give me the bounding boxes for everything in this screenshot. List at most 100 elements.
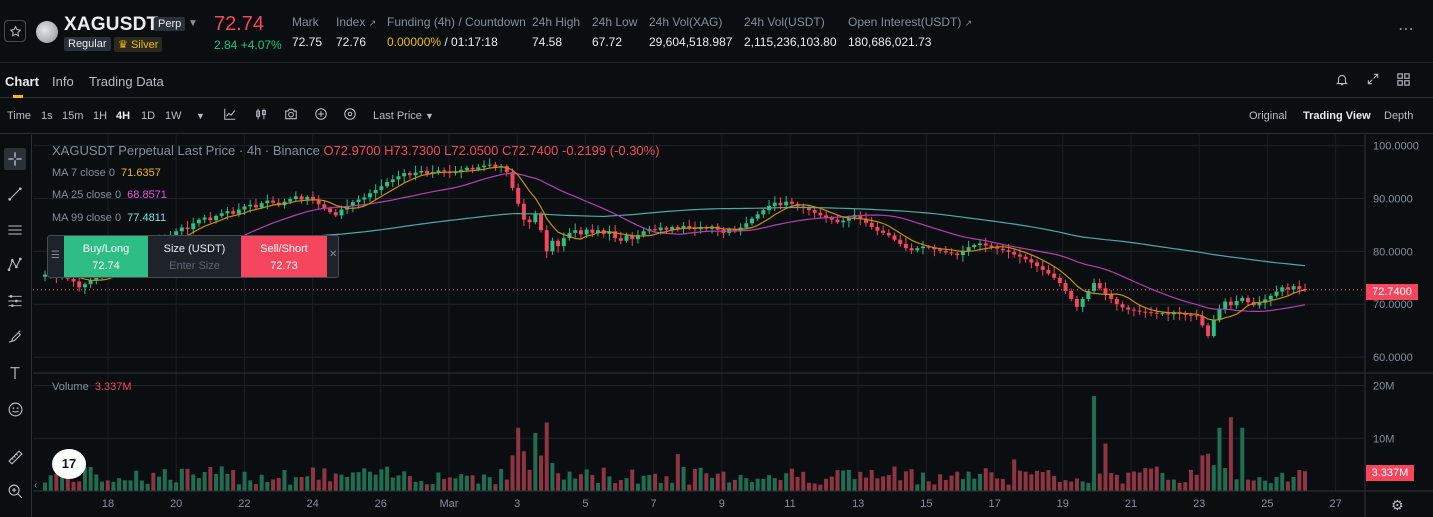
drag-handle-icon[interactable]: ☰ bbox=[51, 250, 60, 261]
trendline-icon[interactable] bbox=[4, 183, 26, 205]
sell-short-button[interactable]: Sell/Short 72.73 bbox=[241, 236, 327, 277]
interval-1s[interactable]: 1s bbox=[41, 110, 53, 122]
candle bbox=[1023, 256, 1028, 260]
ma99-legend[interactable]: MA 99 close 0 77.4811 bbox=[52, 212, 167, 224]
candle bbox=[1092, 283, 1097, 292]
volume-bar bbox=[556, 473, 561, 491]
candle bbox=[744, 223, 749, 228]
candle bbox=[653, 229, 658, 231]
view-original[interactable]: Original bbox=[1249, 110, 1287, 122]
stat-open-interest[interactable]: Open Interest(USDT) ↗ 180,686,021.73 bbox=[848, 15, 972, 49]
volume-bar bbox=[1280, 472, 1285, 491]
brush-icon[interactable] bbox=[4, 325, 26, 347]
volume-bar bbox=[978, 473, 983, 491]
price-type-select[interactable]: Last Price ▼ bbox=[373, 110, 434, 122]
tab-info[interactable]: Info bbox=[52, 74, 74, 89]
candle bbox=[373, 190, 378, 194]
chart-settings-gear-icon[interactable]: ⚙ bbox=[1391, 497, 1404, 513]
camera-icon[interactable] bbox=[284, 107, 298, 121]
volume-bar bbox=[721, 471, 726, 491]
settings-icon[interactable] bbox=[343, 107, 357, 121]
stat-24h-vol-xag: 24h Vol(XAG) 29,604,518.987 bbox=[649, 15, 732, 49]
stat-index[interactable]: Index ↗ 72.76 bbox=[336, 15, 376, 49]
candle bbox=[943, 250, 948, 253]
volume-bar bbox=[385, 466, 390, 491]
candle bbox=[903, 243, 908, 249]
interval-1h[interactable]: 1H bbox=[93, 110, 108, 122]
volume-bar bbox=[1120, 483, 1125, 491]
volume-bar bbox=[65, 475, 70, 491]
favorite-star-icon[interactable] bbox=[4, 20, 26, 42]
volume-bar bbox=[288, 484, 293, 491]
volume-bar bbox=[476, 483, 481, 491]
volume-bar bbox=[1263, 480, 1268, 491]
pattern-icon[interactable] bbox=[4, 254, 26, 276]
volume-bar bbox=[236, 484, 241, 491]
candle bbox=[1126, 307, 1131, 310]
price-chart[interactable]: 100.0000 90.0000 80.0000 70.0000 60.0000 20M… bbox=[33, 135, 1433, 517]
volume-bar bbox=[618, 480, 623, 491]
interval-dropdown-icon[interactable]: ▼ bbox=[196, 111, 205, 121]
view-depth[interactable]: Depth bbox=[1384, 110, 1414, 122]
size-input[interactable]: Size (USDT) Enter Size bbox=[148, 236, 241, 277]
date-axis-label: 24 bbox=[306, 498, 318, 510]
candle bbox=[1211, 320, 1216, 336]
volume-bar bbox=[824, 478, 829, 491]
symbol-name[interactable]: XAGUSDT bbox=[64, 14, 159, 35]
candle-type-icon[interactable] bbox=[254, 107, 268, 121]
volume-bar bbox=[464, 475, 469, 491]
interval-4h[interactable]: 4H bbox=[116, 110, 131, 122]
candle bbox=[436, 170, 441, 173]
volume-legend[interactable]: Volume 3.337M bbox=[52, 381, 132, 393]
interval-1d[interactable]: 1D bbox=[141, 110, 156, 122]
volume-bar bbox=[784, 473, 789, 491]
candle bbox=[231, 211, 236, 214]
expand-icon[interactable] bbox=[1366, 72, 1380, 90]
collapse-toolbar-icon[interactable]: ‹ bbox=[34, 480, 38, 491]
ruler-icon[interactable] bbox=[4, 446, 26, 468]
symbol-dropdown-icon[interactable]: ▼ bbox=[188, 18, 198, 29]
volume-bar bbox=[1234, 479, 1239, 491]
add-circle-icon[interactable] bbox=[314, 107, 328, 121]
candle bbox=[521, 203, 526, 220]
zoom-in-icon[interactable] bbox=[4, 480, 26, 502]
volume-bar bbox=[1080, 481, 1085, 491]
crosshair-icon[interactable] bbox=[4, 148, 26, 170]
view-trading-view[interactable]: Trading View bbox=[1303, 110, 1371, 122]
stat-24h-low: 24h Low 67.72 bbox=[592, 15, 637, 49]
close-icon[interactable]: ✕ bbox=[329, 249, 338, 260]
candle bbox=[1109, 293, 1114, 299]
volume-bar bbox=[983, 468, 988, 491]
volume-bar bbox=[692, 469, 697, 491]
candle bbox=[88, 280, 93, 285]
tradingview-logo[interactable]: 17 bbox=[52, 449, 86, 479]
more-icon[interactable]: ⋯ bbox=[1398, 21, 1415, 38]
candle bbox=[886, 232, 891, 236]
layout-grid-icon[interactable] bbox=[1396, 72, 1411, 91]
indicator-icon[interactable] bbox=[223, 107, 237, 121]
horizontal-lines-icon[interactable] bbox=[4, 219, 26, 241]
candle bbox=[846, 217, 851, 221]
volume-bar bbox=[664, 476, 669, 491]
interval-15m[interactable]: 15m bbox=[62, 110, 84, 122]
bell-icon[interactable] bbox=[1335, 72, 1349, 91]
emoji-icon[interactable] bbox=[4, 398, 26, 420]
fib-icon[interactable] bbox=[4, 290, 26, 312]
tab-chart[interactable]: Chart bbox=[5, 74, 39, 89]
volume-bar bbox=[527, 469, 532, 491]
ma7-legend[interactable]: MA 7 close 0 71.6357 bbox=[52, 167, 161, 179]
text-tool-icon[interactable] bbox=[4, 362, 26, 384]
interval-1w[interactable]: 1W bbox=[165, 110, 182, 122]
candle bbox=[1268, 295, 1273, 300]
date-axis-label: 19 bbox=[1057, 498, 1069, 510]
candle bbox=[407, 173, 412, 176]
volume-bar bbox=[1040, 472, 1045, 491]
volume-bar bbox=[259, 474, 264, 491]
volume-bar bbox=[333, 473, 338, 491]
candle bbox=[288, 198, 293, 202]
ma25-legend[interactable]: MA 25 close 0 68.8571 bbox=[52, 189, 167, 201]
buy-long-button[interactable]: Buy/Long 72.74 bbox=[64, 236, 148, 277]
stat-value: 74.58 bbox=[532, 35, 563, 49]
tab-trading-data[interactable]: Trading Data bbox=[89, 74, 164, 89]
